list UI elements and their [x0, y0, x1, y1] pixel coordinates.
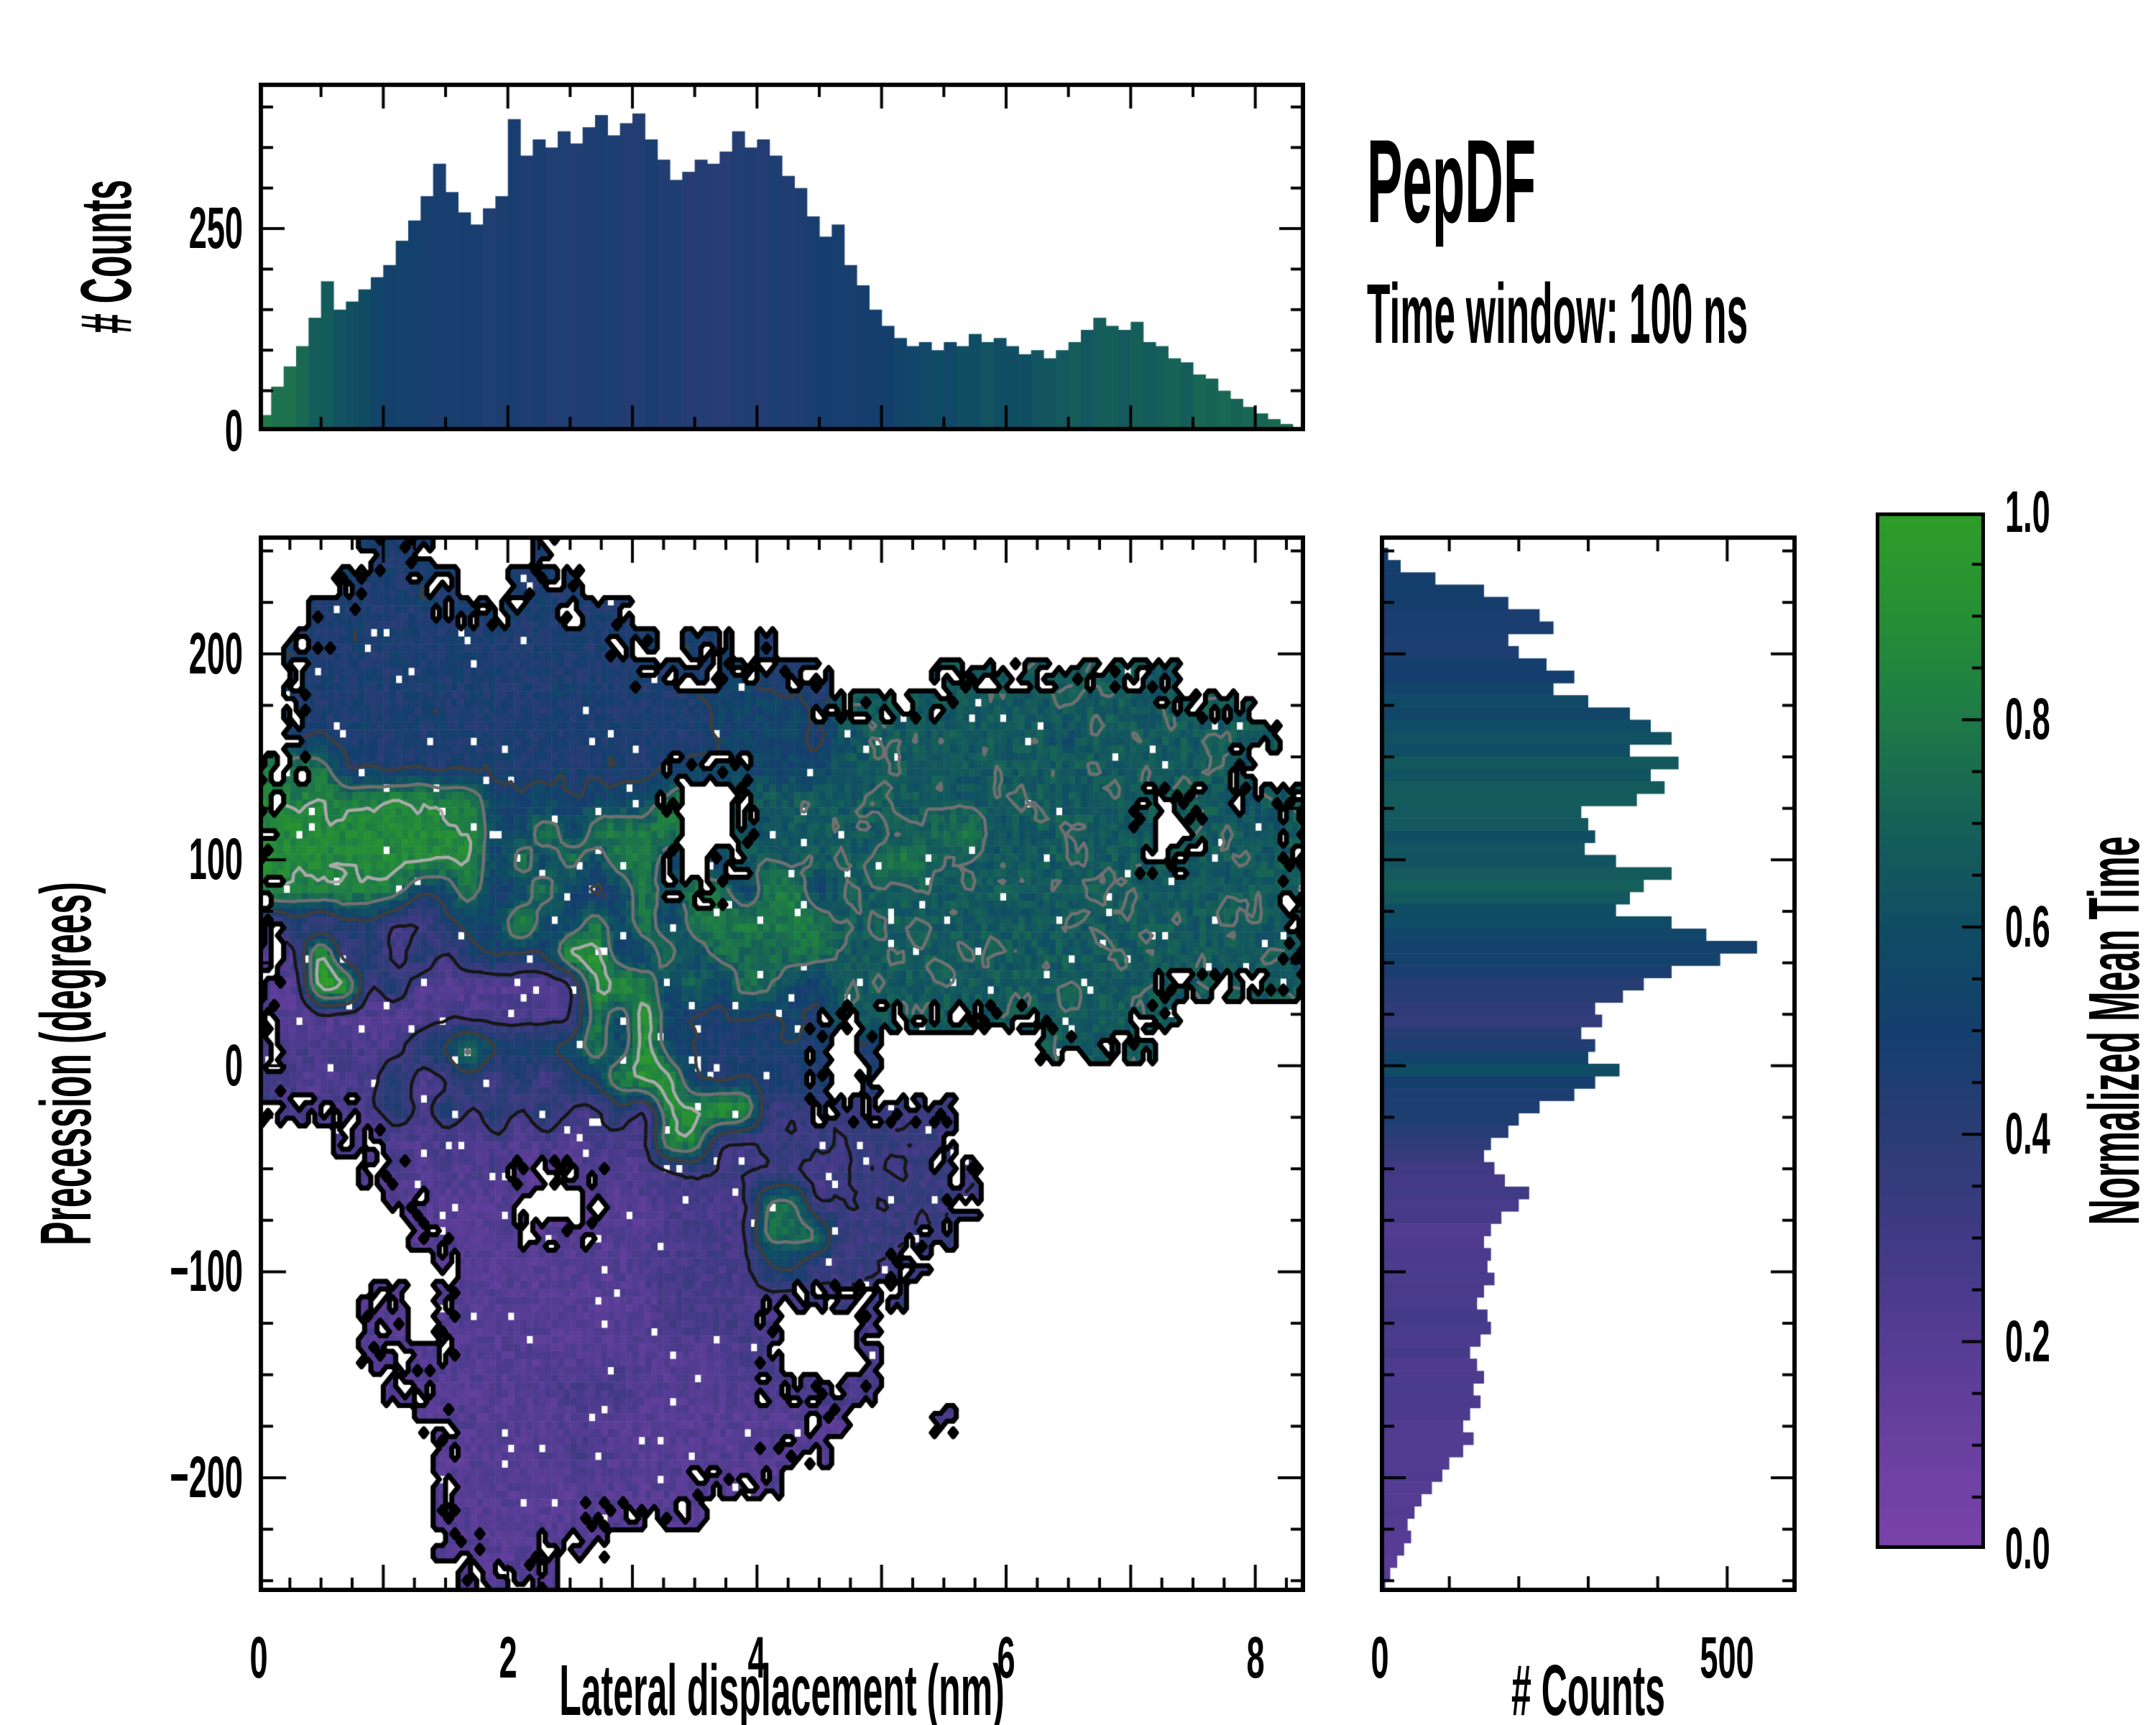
colorbar-tick-label: 0.8: [2005, 686, 2050, 753]
colorbar-label: Normalized Mean Time: [2074, 836, 2155, 1225]
chart-subtitle: Time window: 100 ns: [1367, 267, 1749, 362]
heatmap-canvas: [259, 535, 1305, 1592]
right-hist-xlabel: # Counts: [1511, 1650, 1665, 1725]
right-hist-x-tick-label: 0: [1370, 1625, 1389, 1690]
main-xlabel: Lateral displacement (nm): [559, 1650, 1005, 1725]
main-x-tick-label: 8: [1246, 1625, 1265, 1690]
main-y-tick-label: −100: [170, 1238, 243, 1305]
colorbar-tick-label: 1.0: [2005, 479, 2050, 545]
top-histogram-canvas: [259, 83, 1305, 431]
chart-title: PepDF: [1367, 115, 1537, 247]
main-y-tick-label: −200: [170, 1444, 243, 1510]
main-x-tick-label: 2: [499, 1625, 517, 1690]
colorbar-tick-label: 0.4: [2005, 1101, 2050, 1167]
right-hist-x-tick-label: 500: [1700, 1625, 1754, 1690]
colorbar-tick-label: 0.6: [2005, 893, 2050, 960]
main-y-tick-label: 0: [224, 1032, 243, 1098]
colorbar-tick-label: 0.0: [2005, 1516, 2050, 1581]
main-ylabel: Precession (degrees): [26, 882, 106, 1246]
colorbar-canvas: [1876, 512, 1985, 1549]
top-hist-y-tick-label: 0: [224, 398, 243, 464]
main-x-tick-label: 0: [249, 1625, 268, 1690]
top-hist-y-tick-label: 250: [188, 196, 243, 262]
main-x-tick-label: 4: [747, 1625, 766, 1690]
main-x-tick-label: 6: [997, 1625, 1015, 1690]
right-histogram-canvas: [1380, 535, 1797, 1592]
colorbar-tick-label: 0.2: [2005, 1308, 2050, 1374]
main-y-tick-label: 200: [188, 620, 243, 686]
main-y-tick-label: 100: [188, 827, 243, 893]
top-hist-ylabel: # Counts: [66, 180, 147, 334]
